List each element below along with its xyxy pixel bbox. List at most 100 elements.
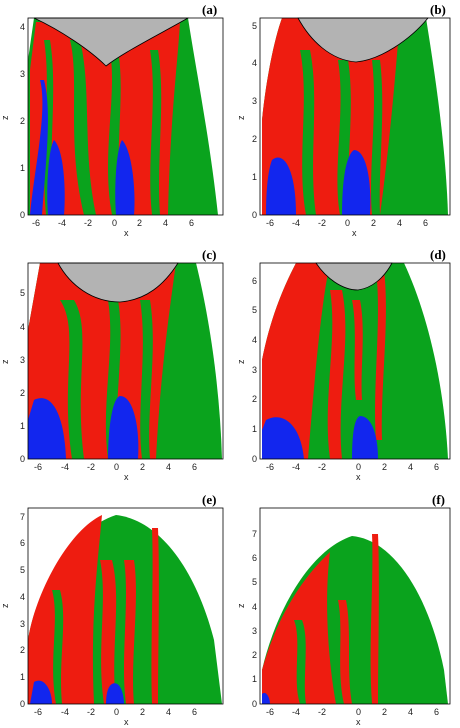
panel-f-red-streak [338, 600, 352, 704]
panel-d-ytick: 4 [252, 335, 257, 345]
panel-d-ytick: 1 [252, 424, 257, 434]
panel-a-ylabel: z [0, 115, 10, 120]
panel-c-ytick: 5 [20, 288, 25, 298]
panel-f-xticks: -6 -4 -2 0 2 4 6 [266, 707, 439, 717]
panel-b-ytick: 2 [252, 134, 257, 144]
panel-a-xtick: 2 [137, 218, 142, 228]
panel-f-tag: (f) [432, 492, 445, 507]
panel-d-red-streak [327, 290, 346, 459]
panel-f-xlabel: x [356, 717, 361, 727]
panel-f-red-streak [370, 534, 379, 704]
panel-b-xticks: -6 -4 -2 0 2 4 6 [266, 218, 428, 228]
panel-f-ylabel: z [236, 603, 246, 608]
panel-b-xtick: -4 [292, 218, 300, 228]
panel-d-xtick: 2 [382, 462, 387, 472]
panel-e-ytick: 2 [20, 645, 25, 655]
panel-c-blue-basin [108, 396, 139, 459]
panel-d-ytick: 5 [252, 305, 257, 315]
panel-f-xtick: 0 [356, 707, 361, 717]
panel-c-xtick: 6 [192, 462, 197, 472]
panel-a-green-streak [70, 40, 96, 215]
panel-b-xtick: 4 [397, 218, 402, 228]
panel-d-frame [259, 262, 451, 460]
panel-d-xticks: -6 -4 -2 0 2 4 6 [266, 462, 439, 472]
panel-c-xtick: 0 [114, 462, 119, 472]
panel-b-blue-basin [266, 157, 296, 215]
panel-c-xtick: -4 [61, 462, 69, 472]
panel-f-blue-basin [262, 692, 270, 704]
panel-b-xlabel: x [352, 228, 357, 238]
panel-d-xtick: -6 [266, 462, 274, 472]
panel-a-tag: (a) [202, 2, 217, 17]
panel-e: (e) -6 -4 -2 0 2 4 6 0 1 2 3 4 5 6 7 x z [0, 492, 224, 727]
panel-e-xlabel: x [124, 717, 129, 727]
panel-a-yticks: 0 1 2 3 4 [20, 22, 25, 220]
panel-c-xtick: -2 [87, 462, 95, 472]
panel-f-xtick: -2 [318, 707, 326, 717]
panel-a-xtick: 4 [163, 218, 168, 228]
panel-c-ytick: 4 [20, 322, 25, 332]
panel-e-frame [27, 507, 224, 705]
panel-a-xlabel: x [124, 228, 129, 238]
panel-a-xtick: -2 [84, 218, 92, 228]
panel-e-xtick: -4 [61, 707, 69, 717]
panel-f-xtick: -4 [292, 707, 300, 717]
panel-a-blue-basin [47, 140, 65, 215]
panel-f: (f) -6 -4 -2 0 2 4 6 0 1 2 3 4 5 6 7 x z [236, 492, 451, 727]
panel-e-ytick: 6 [20, 538, 25, 548]
panel-b-green-streak [300, 50, 316, 215]
panel-b-green-streak [371, 60, 383, 215]
panel-b-ytick: 0 [252, 210, 257, 220]
panel-f-ytick: 3 [252, 626, 257, 636]
panel-b-xtick: 0 [345, 218, 350, 228]
panel-b-xtick: -2 [318, 218, 326, 228]
panel-c-xtick: 2 [140, 462, 145, 472]
panel-d-xtick: -2 [318, 462, 326, 472]
panel-b-xtick: 2 [371, 218, 376, 228]
panel-b-ytick: 1 [252, 172, 257, 182]
panel-b-ylabel: z [236, 115, 246, 120]
panel-e-ytick: 1 [20, 672, 25, 682]
panel-e-xtick: 4 [166, 707, 171, 717]
panel-e-ylabel: z [0, 603, 10, 608]
panel-e-xtick: -6 [34, 707, 42, 717]
panel-d-blue-basin [262, 417, 304, 459]
panel-c-xticks: -6 -4 -2 0 2 4 6 [34, 462, 197, 472]
panel-e-xtick: 6 [192, 707, 197, 717]
panel-f-ytick: 6 [252, 553, 257, 563]
panel-e-xtick: 2 [140, 707, 145, 717]
panel-c-gray-cap [57, 262, 179, 303]
panel-b-tag: (b) [430, 2, 446, 17]
panel-a-blue-basin [30, 80, 48, 215]
panel-f-ytick: 4 [252, 602, 257, 612]
panel-c-green-streak [140, 300, 153, 459]
panel-d: (d) -6 -4 -2 0 2 4 6 0 1 2 3 4 5 6 x z [236, 247, 451, 482]
panel-a-green-streak [150, 50, 162, 215]
panel-a-gray-cap [33, 17, 190, 67]
panel-e-tag: (e) [202, 492, 216, 507]
panel-c-ytick: 0 [20, 454, 25, 464]
panel-b-xtick: 6 [423, 218, 428, 228]
panel-a-xtick: 6 [189, 218, 194, 228]
panel-c-green-streak [105, 290, 121, 459]
panel-e-ytick: 0 [20, 699, 25, 709]
panel-c-blue-basin [28, 398, 66, 459]
panel-c-ylabel: z [0, 359, 10, 364]
panel-d-gray-cap [315, 262, 393, 291]
panel-d-tag: (d) [430, 247, 446, 262]
panel-b-blue-basin [342, 150, 371, 215]
panel-a-xtick: -4 [58, 218, 66, 228]
panel-e-blue-basin [30, 680, 52, 704]
panel-c-xlabel: x [124, 472, 129, 482]
panel-e-xtick: -2 [87, 707, 95, 717]
panel-c-yticks: 0 1 2 3 4 5 [20, 288, 25, 464]
panel-e-xtick: 0 [114, 707, 119, 717]
panel-f-xtick: -6 [266, 707, 274, 717]
panel-d-red-region [262, 263, 330, 459]
panel-f-yticks: 0 1 2 3 4 5 6 7 [252, 529, 257, 709]
panel-e-red-streak [100, 560, 117, 704]
panel-f-green-streak [294, 620, 306, 704]
panel-e-ytick: 4 [20, 592, 25, 602]
panel-d-ylabel: z [236, 359, 246, 364]
panel-d-red-streak [352, 300, 363, 400]
